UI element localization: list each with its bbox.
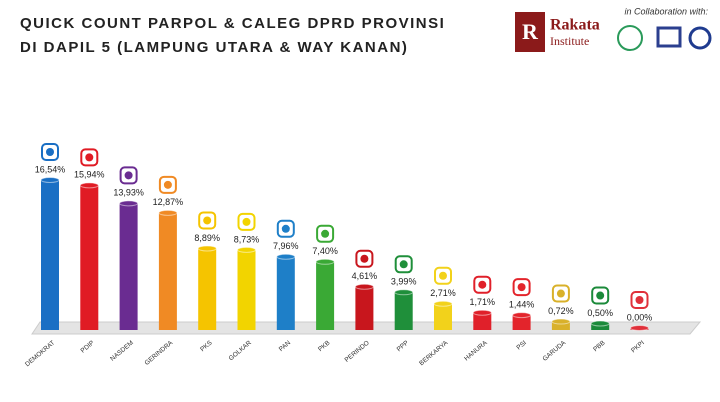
bar-top — [40, 177, 60, 183]
party-logo-mark — [360, 254, 369, 263]
x-tick-label: PBB — [592, 339, 606, 353]
bar-top — [197, 245, 217, 252]
value-label: 8,73% — [234, 234, 260, 244]
bar — [80, 185, 99, 330]
bar-top — [630, 325, 649, 331]
x-tick-label: PPP — [396, 339, 410, 353]
bar — [473, 312, 492, 330]
bar-top — [472, 309, 492, 316]
x-tick-label: BERKARYA — [418, 339, 450, 367]
bar-top — [237, 246, 256, 253]
logo: R Rakata Institute in Collaboration with… — [515, 6, 712, 52]
bar — [512, 315, 531, 330]
party-logo-mark — [478, 280, 487, 289]
party-logo-mark — [399, 260, 408, 269]
x-tick-label: GARUDA — [541, 339, 567, 363]
party-logo-mark — [163, 180, 172, 189]
value-label: 2,71% — [430, 288, 456, 298]
bar-top — [551, 318, 571, 325]
x-tick-label: GOLKAR — [228, 339, 253, 362]
bar-top — [590, 320, 610, 327]
value-label: 7,40% — [312, 246, 338, 256]
x-tick-label: PERINDO — [344, 339, 371, 363]
partner-logo — [688, 26, 712, 50]
bar-top — [512, 312, 532, 319]
value-label: 3,99% — [391, 277, 417, 287]
bar — [434, 303, 452, 330]
value-label: 1,44% — [509, 299, 535, 309]
party-logo-mark — [596, 291, 605, 300]
bar-top — [394, 289, 414, 296]
bar-top — [433, 300, 453, 307]
bar — [316, 261, 335, 330]
partner-logo — [656, 26, 682, 48]
x-tick-label: DEMOKRAT — [24, 339, 56, 368]
x-tick-label: PKB — [317, 339, 331, 353]
x-tick-label: NASDEM — [109, 339, 135, 362]
bar-top — [158, 209, 178, 216]
bar-top — [315, 258, 335, 265]
bar — [41, 180, 59, 330]
partner-logo — [617, 25, 643, 51]
bar — [276, 256, 295, 330]
chart-title: QUICK COUNT PARPOL & CALEG DPRD PROVINSI — [20, 15, 445, 32]
chart-subtitle: DI DAPIL 5 (LAMPUNG UTARA & WAY KANAN) — [20, 39, 408, 56]
bar — [198, 248, 217, 330]
value-label: 15,94% — [74, 170, 105, 180]
x-tick-label: HANURA — [463, 339, 489, 362]
x-tick-label: PAN — [278, 339, 293, 353]
bar — [158, 212, 177, 330]
party-logo-mark — [46, 148, 54, 156]
party-logo-mark — [517, 283, 526, 292]
x-tick-label: PDIP — [80, 339, 96, 354]
brand-name: Institute — [550, 34, 589, 48]
party-logo-mark — [321, 229, 330, 238]
bar-top — [354, 283, 374, 290]
bar — [394, 292, 413, 330]
value-label: 7,96% — [273, 241, 299, 251]
value-label: 0,50% — [587, 308, 613, 318]
value-label: 8,89% — [194, 233, 220, 243]
bar-top — [119, 200, 139, 207]
party-logo-mark — [242, 217, 251, 226]
collab-text: in Collaboration with: — [624, 6, 708, 16]
party-logo-mark — [124, 171, 133, 180]
value-label: 0,72% — [548, 306, 574, 316]
value-label: 1,71% — [470, 297, 496, 307]
value-label: 0,00% — [627, 312, 653, 322]
logo-icon — [515, 12, 545, 52]
bar-top — [79, 182, 99, 189]
bar — [551, 321, 570, 330]
party-logo-mark — [635, 296, 644, 304]
party-logo-mark — [439, 271, 447, 280]
value-label: 4,61% — [352, 271, 378, 281]
bar — [119, 203, 138, 330]
x-tick-label: PKPI — [630, 339, 646, 354]
bar — [237, 249, 256, 330]
value-label: 12,87% — [153, 197, 184, 207]
logo-letter: R — [522, 19, 539, 44]
party-logo-mark — [556, 289, 565, 298]
bar-top — [276, 253, 296, 260]
value-label: 16,54% — [35, 164, 66, 174]
party-logo-mark — [281, 224, 290, 233]
party-logo-mark — [203, 216, 212, 225]
x-tick-label: PSI — [515, 339, 528, 351]
bar — [355, 286, 374, 330]
brand-name: Rakata — [550, 17, 600, 34]
x-tick-label: GERINDRA — [144, 339, 175, 367]
party-logo-mark — [85, 153, 94, 162]
bar — [591, 323, 610, 330]
x-tick-label: PKS — [199, 339, 214, 353]
value-label: 13,93% — [113, 188, 144, 198]
